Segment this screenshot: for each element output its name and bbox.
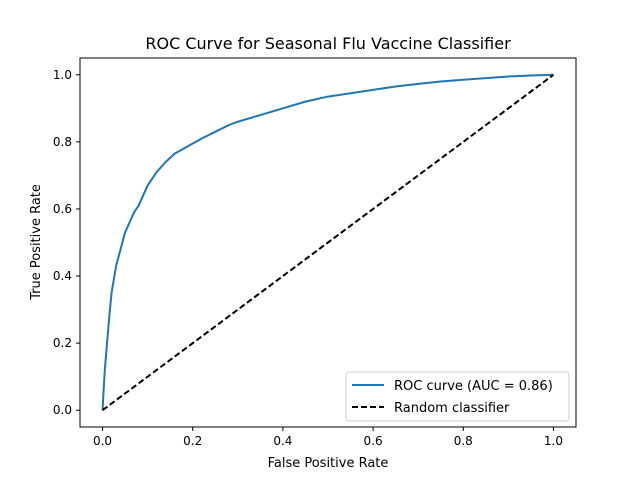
- x-axis-ticks: 0.0 0.2 0.4 0.6 0.8 1.0: [93, 427, 563, 448]
- x-tick-label: 0.6: [364, 434, 383, 448]
- legend: ROC curve (AUC = 0.86) Random classifier: [345, 371, 570, 422]
- series-line-roc-curve-auc-0-86: [101, 73, 554, 411]
- y-tick-label: 1.0: [53, 68, 72, 82]
- y-axis-ticks: 0.0 0.2 0.4 0.6 0.8 1.0: [53, 68, 80, 417]
- x-tick-label: 0.8: [454, 434, 473, 448]
- series-line-random-classifier: [101, 73, 555, 412]
- y-tick-label: 0.2: [53, 336, 72, 350]
- y-tick-label: 0.0: [53, 403, 72, 417]
- y-tick-label: 0.4: [53, 269, 72, 283]
- chart-title: ROC Curve for Seasonal Flu Vaccine Class…: [145, 34, 511, 53]
- x-axis-label: False Positive Rate: [268, 456, 389, 471]
- y-tick-label: 0.6: [53, 202, 72, 216]
- x-tick-label: 0.2: [183, 434, 202, 448]
- plot-lines: [101, 73, 555, 412]
- plot-frame: [79, 57, 577, 428]
- legend-box: [345, 371, 570, 422]
- legend-label-random-classifier: Random classifier: [394, 401, 510, 416]
- x-tick-label: 0.4: [273, 434, 292, 448]
- x-tick-label: 0.0: [93, 434, 112, 448]
- x-tick-label: 1.0: [544, 434, 563, 448]
- y-axis-label: True Positive Rate: [29, 184, 44, 301]
- y-tick-label: 0.8: [53, 135, 72, 149]
- legend-label-roc-curve: ROC curve (AUC = 0.86): [394, 379, 553, 394]
